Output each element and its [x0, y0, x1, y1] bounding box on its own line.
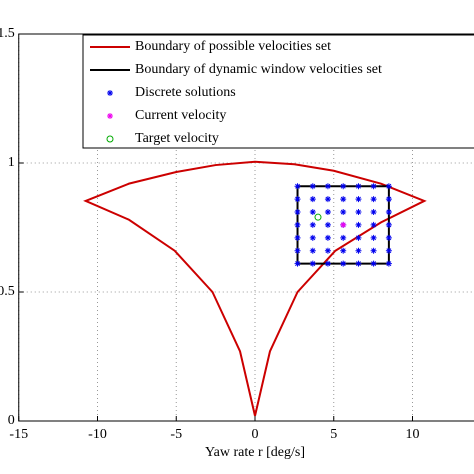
- x-tick-label: 5: [330, 427, 337, 442]
- marker: [309, 221, 316, 228]
- legend-marker: [106, 135, 114, 143]
- marker: [355, 196, 362, 203]
- marker: [340, 247, 347, 254]
- y-tick-label: 1: [8, 155, 15, 170]
- marker: [340, 183, 347, 190]
- marker: [309, 183, 316, 190]
- marker: [340, 234, 347, 241]
- marker: [309, 234, 316, 241]
- marker: [340, 196, 347, 203]
- marker: [340, 209, 347, 216]
- marker: [370, 260, 377, 267]
- marker: [340, 260, 347, 267]
- marker: [385, 260, 392, 267]
- x-tick-label: -15: [9, 427, 28, 442]
- marker: [355, 234, 362, 241]
- marker: [385, 196, 392, 203]
- x-tick-label: 0: [252, 427, 259, 442]
- marker: [355, 183, 362, 190]
- marker: [370, 196, 377, 203]
- x-tick-label: -5: [170, 427, 182, 442]
- marker: [324, 260, 331, 267]
- marker: [340, 221, 347, 228]
- plot-frame: [18, 33, 474, 422]
- marker: [324, 221, 331, 228]
- marker: [309, 196, 316, 203]
- marker: [294, 247, 301, 254]
- marker: [309, 247, 316, 254]
- marker: [294, 209, 301, 216]
- marker: [324, 209, 331, 216]
- legend-marker: [107, 113, 113, 119]
- marker: [355, 221, 362, 228]
- marker: [309, 260, 316, 267]
- marker: [355, 209, 362, 216]
- marker: [294, 234, 301, 241]
- marker: [324, 234, 331, 241]
- marker: [385, 209, 392, 216]
- marker: [385, 247, 392, 254]
- marker: [294, 183, 301, 190]
- marker: [370, 234, 377, 241]
- marker: [324, 247, 331, 254]
- marker: [294, 260, 301, 267]
- x-axis-label: Yaw rate r [deg/s]: [205, 445, 305, 460]
- marker: [355, 247, 362, 254]
- legend-label: Boundary of possible velocities set: [135, 39, 331, 54]
- marker: [385, 183, 392, 190]
- marker: [324, 196, 331, 203]
- marker: [309, 209, 316, 216]
- legend-label: Target velocity: [135, 131, 219, 146]
- marker: [385, 234, 392, 241]
- y-tick-label: 0: [8, 413, 15, 428]
- legend-marker: [107, 90, 113, 96]
- x-tick-label: 10: [406, 427, 420, 442]
- marker: [385, 221, 392, 228]
- marker: [294, 221, 301, 228]
- legend-box: [82, 34, 474, 149]
- marker: [355, 260, 362, 267]
- y-tick-label: 1.5: [0, 26, 15, 41]
- marker: [370, 247, 377, 254]
- legend-label: Discrete solutions: [135, 85, 236, 100]
- x-tick-label: -10: [88, 427, 107, 442]
- marker: [370, 209, 377, 216]
- legend-label: Current velocity: [135, 108, 226, 123]
- marker: [314, 213, 322, 221]
- marker: [294, 196, 301, 203]
- marker: [370, 183, 377, 190]
- y-tick-label: 0.5: [0, 284, 15, 299]
- marker: [324, 183, 331, 190]
- marker: [370, 221, 377, 228]
- series-line: [83, 160, 427, 417]
- legend-label: Boundary of dynamic window velocities se…: [135, 62, 382, 77]
